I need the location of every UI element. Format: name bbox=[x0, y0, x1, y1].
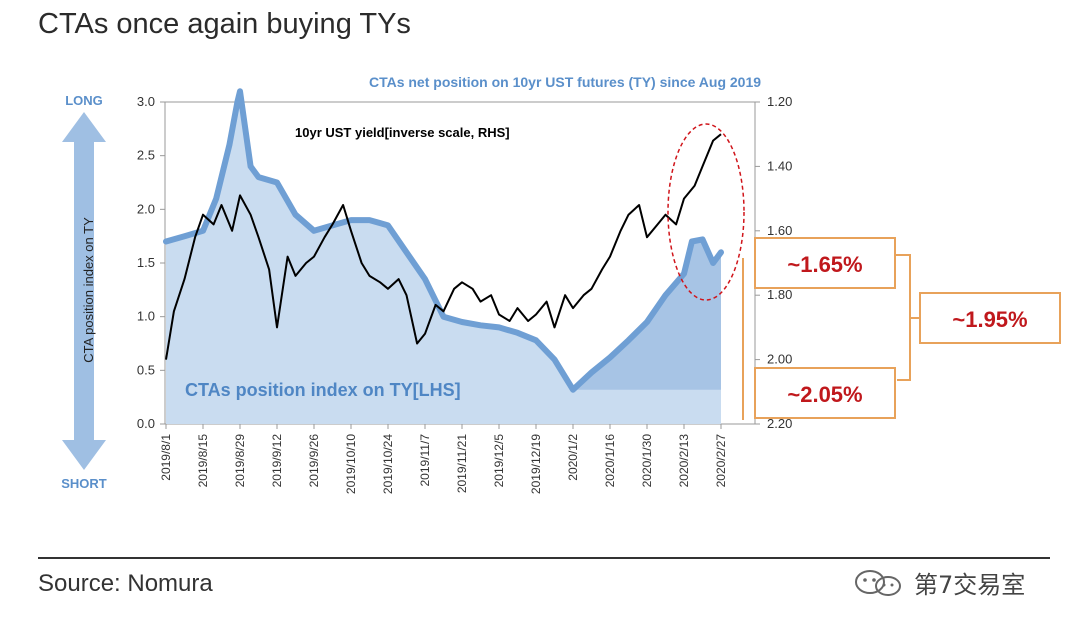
yield-line bbox=[165, 133, 722, 360]
right-tick-label: 2.00 bbox=[767, 352, 792, 367]
right-tick-label: 1.40 bbox=[767, 158, 792, 173]
x-tick-label: 2020/1/2 bbox=[566, 434, 580, 481]
left-tick-label: 1.0 bbox=[137, 309, 155, 324]
callout-2-05: ~2.05% bbox=[754, 367, 896, 419]
footer-rule bbox=[38, 557, 1050, 559]
watermark: 第7交易室 bbox=[852, 565, 1025, 600]
x-tick-label: 2019/10/10 bbox=[344, 434, 358, 494]
callout-brackets bbox=[742, 254, 920, 420]
left-tick-label: 2.0 bbox=[137, 201, 155, 216]
chart: CTAs net position on 10yr UST futures (T… bbox=[61, 74, 1061, 494]
source-note: Source: Nomura bbox=[38, 570, 213, 597]
watermark-text: 第7交易室 bbox=[914, 571, 1026, 599]
x-axis-ticks: 2019/8/1 2019/8/15 2019/8/29 2019/9/12 2019/… bbox=[159, 424, 728, 494]
left-tick-label: 3.0 bbox=[137, 94, 155, 109]
svg-text:~1.95%: ~1.95% bbox=[952, 307, 1027, 332]
position-area bbox=[166, 91, 721, 425]
x-tick-label: 2019/12/5 bbox=[492, 434, 506, 488]
x-tick-label: 2020/1/16 bbox=[603, 434, 617, 488]
right-axis-ticks: 1.20 1.40 1.60 1.80 2.00 2.20 bbox=[755, 94, 792, 431]
right-tick-label: 1.20 bbox=[767, 94, 792, 109]
callout-1-95: ~1.95% bbox=[919, 292, 1061, 344]
x-tick-label: 2020/2/13 bbox=[677, 434, 691, 488]
x-tick-label: 2019/9/26 bbox=[307, 434, 321, 488]
left-tick-label: 0.5 bbox=[137, 362, 155, 377]
left-axis-label: CTA position index on TY bbox=[81, 217, 96, 363]
x-tick-label: 2020/2/27 bbox=[714, 434, 728, 488]
right-tick-label: 1.60 bbox=[767, 223, 792, 238]
x-tick-label: 2020/1/30 bbox=[640, 434, 654, 488]
x-tick-label: 2019/10/24 bbox=[381, 434, 395, 494]
right-tick-label: 1.80 bbox=[767, 287, 792, 302]
position-series-label: CTAs position index on TY[LHS] bbox=[185, 380, 461, 400]
page-title: CTAs once again buying TYs bbox=[38, 8, 411, 40]
chart-title: CTAs net position on 10yr UST futures (T… bbox=[369, 74, 761, 90]
x-tick-label: 2019/8/15 bbox=[196, 434, 210, 488]
left-tick-label: 2.5 bbox=[137, 148, 155, 163]
x-tick-label: 2019/9/12 bbox=[270, 434, 284, 488]
highlight-ellipse bbox=[667, 123, 745, 301]
short-marker: SHORT bbox=[61, 476, 107, 491]
right-tick-label: 2.20 bbox=[767, 416, 792, 431]
svg-text:~1.65%: ~1.65% bbox=[787, 252, 862, 277]
x-tick-label: 2019/11/21 bbox=[455, 434, 469, 493]
svg-text:~2.05%: ~2.05% bbox=[787, 382, 862, 407]
wechat-icon bbox=[855, 569, 901, 596]
yield-series-label: 10yr UST yield[inverse scale, RHS] bbox=[295, 125, 510, 140]
left-tick-label: 1.5 bbox=[137, 255, 155, 270]
long-short-arrow bbox=[62, 112, 106, 470]
callout-1-65: ~1.65% bbox=[754, 237, 896, 289]
x-tick-label: 2019/12/19 bbox=[529, 434, 543, 494]
position-line bbox=[163, 88, 724, 393]
x-tick-label: 2019/8/1 bbox=[159, 434, 173, 481]
x-tick-label: 2019/8/29 bbox=[233, 434, 247, 488]
left-axis-ticks: 0.0 0.5 1.0 1.5 2.0 2.5 3.0 bbox=[137, 94, 165, 431]
x-tick-label: 2019/11/7 bbox=[418, 434, 432, 487]
left-tick-label: 0.0 bbox=[137, 416, 155, 431]
long-marker: LONG bbox=[65, 93, 103, 108]
